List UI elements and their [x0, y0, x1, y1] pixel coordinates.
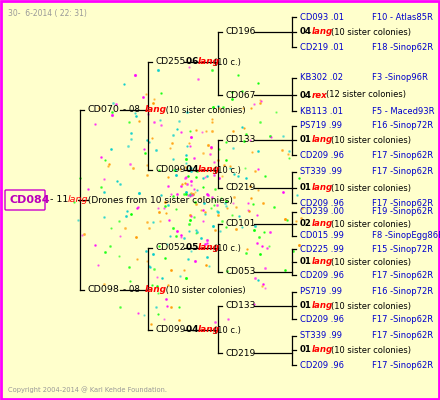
Text: (10 sister colonies): (10 sister colonies) — [331, 258, 411, 266]
Text: PS719 .99: PS719 .99 — [300, 288, 342, 296]
Text: F3 -Sinop96R: F3 -Sinop96R — [372, 74, 428, 82]
Text: (10 sister colonies): (10 sister colonies) — [331, 28, 411, 36]
Text: lang: lang — [312, 136, 333, 144]
Text: 05: 05 — [186, 244, 202, 252]
Text: PS719 .99: PS719 .99 — [300, 122, 342, 130]
Text: rex: rex — [312, 90, 328, 100]
Text: F17 -Sinop62R: F17 -Sinop62R — [372, 150, 433, 160]
Text: (10 sister colonies): (10 sister colonies) — [331, 302, 411, 310]
Text: lang: lang — [198, 58, 220, 66]
Text: (10 c.): (10 c.) — [214, 326, 241, 334]
Text: (Drones from 10 sister colonies): (Drones from 10 sister colonies) — [85, 196, 233, 204]
Text: 01: 01 — [300, 184, 312, 192]
Text: ST339 .99: ST339 .99 — [300, 332, 342, 340]
Text: F15 -Sinop72R: F15 -Sinop72R — [372, 244, 433, 254]
Text: F5 - Maced93R: F5 - Maced93R — [372, 106, 434, 116]
Text: CD098: CD098 — [88, 286, 120, 294]
Text: F17 -Sinop62R: F17 -Sinop62R — [372, 360, 433, 370]
Text: CD209 .96: CD209 .96 — [300, 150, 344, 160]
Text: CD219: CD219 — [226, 348, 256, 358]
Text: CD084: CD084 — [9, 195, 50, 205]
Text: F10 - Atlas85R: F10 - Atlas85R — [372, 12, 433, 22]
Text: F17 -Sinop62R: F17 -Sinop62R — [372, 198, 433, 208]
Text: lang: lang — [145, 106, 167, 114]
Text: CD133: CD133 — [226, 136, 257, 144]
Text: CD099: CD099 — [156, 326, 187, 334]
Text: lang: lang — [312, 258, 333, 266]
Text: KB302 .02: KB302 .02 — [300, 74, 343, 82]
Text: ST339 .99: ST339 .99 — [300, 168, 342, 176]
Text: (10 sister colonies): (10 sister colonies) — [163, 286, 246, 294]
Text: 01: 01 — [300, 302, 312, 310]
Text: lang: lang — [68, 196, 88, 204]
Text: F17 -Sinop62R: F17 -Sinop62R — [372, 270, 433, 280]
Text: 06: 06 — [186, 58, 202, 66]
Text: CD099: CD099 — [156, 166, 187, 174]
Text: 04: 04 — [186, 166, 202, 174]
Text: (10 c.): (10 c.) — [214, 166, 241, 174]
Text: CD209 .96: CD209 .96 — [300, 270, 344, 280]
Text: lang: lang — [198, 326, 220, 334]
FancyBboxPatch shape — [5, 190, 45, 210]
Text: KB113 .01: KB113 .01 — [300, 106, 343, 116]
Text: (10 sister colonies): (10 sister colonies) — [163, 106, 246, 114]
Text: CD093 .01: CD093 .01 — [300, 12, 344, 22]
Text: F16 -Sinop72R: F16 -Sinop72R — [372, 288, 433, 296]
Text: lang: lang — [198, 244, 220, 252]
Text: - 08: - 08 — [123, 286, 143, 294]
Text: F16 -Sinop72R: F16 -Sinop72R — [372, 122, 433, 130]
Text: F19 -Sinop62R: F19 -Sinop62R — [372, 208, 433, 216]
Text: lang: lang — [312, 28, 333, 36]
Text: CD219 .01: CD219 .01 — [300, 42, 344, 52]
Text: lang: lang — [312, 302, 333, 310]
Text: (10 c.): (10 c.) — [214, 58, 241, 66]
Text: F17 -Sinop62R: F17 -Sinop62R — [372, 314, 433, 324]
Text: - 11: - 11 — [50, 196, 71, 204]
Text: Copyright 2004-2014 @ Karl Kehde Foundation.: Copyright 2004-2014 @ Karl Kehde Foundat… — [8, 386, 167, 393]
Text: (10 sister colonies): (10 sister colonies) — [331, 136, 411, 144]
Text: 01: 01 — [300, 258, 312, 266]
Text: CD133: CD133 — [226, 302, 257, 310]
Text: CD070: CD070 — [88, 106, 120, 114]
Text: CD219: CD219 — [226, 184, 256, 192]
Text: lang: lang — [312, 346, 333, 354]
Text: CD239 .00: CD239 .00 — [300, 208, 344, 216]
Text: 04: 04 — [300, 90, 312, 100]
Text: 30-  6-2014 ( 22: 31): 30- 6-2014 ( 22: 31) — [8, 9, 87, 18]
Text: CD225 .99: CD225 .99 — [300, 244, 344, 254]
Text: F17 -Sinop62R: F17 -Sinop62R — [372, 168, 433, 176]
Text: lang: lang — [198, 166, 220, 174]
Text: (10 sister colonies): (10 sister colonies) — [331, 184, 411, 192]
Text: CD052: CD052 — [156, 244, 186, 252]
Text: (12 sister colonies): (12 sister colonies) — [326, 90, 407, 100]
Text: CD067: CD067 — [226, 90, 257, 100]
Text: CD053: CD053 — [226, 268, 257, 276]
Text: (10 sister colonies): (10 sister colonies) — [331, 220, 411, 228]
Text: 01: 01 — [300, 136, 312, 144]
Text: 01: 01 — [300, 346, 312, 354]
Text: lang: lang — [312, 220, 333, 228]
Text: F8 -SinopEgg86R: F8 -SinopEgg86R — [372, 232, 440, 240]
Text: - 08: - 08 — [123, 106, 143, 114]
Text: 04: 04 — [300, 28, 312, 36]
Text: lang: lang — [312, 184, 333, 192]
Text: 02: 02 — [300, 220, 312, 228]
Text: CD209 .96: CD209 .96 — [300, 314, 344, 324]
Text: lang: lang — [145, 286, 167, 294]
Text: (10 c.): (10 c.) — [214, 244, 241, 252]
Text: CD101: CD101 — [226, 220, 257, 228]
Text: CD209 .96: CD209 .96 — [300, 198, 344, 208]
Text: CD209 .96: CD209 .96 — [300, 360, 344, 370]
Text: F18 -Sinop62R: F18 -Sinop62R — [372, 42, 433, 52]
Text: 04: 04 — [186, 326, 202, 334]
Text: CD255: CD255 — [156, 58, 186, 66]
Text: CD015 .99: CD015 .99 — [300, 232, 344, 240]
Text: (10 sister colonies): (10 sister colonies) — [331, 346, 411, 354]
Text: F17 -Sinop62R: F17 -Sinop62R — [372, 332, 433, 340]
Text: CD196: CD196 — [226, 28, 257, 36]
